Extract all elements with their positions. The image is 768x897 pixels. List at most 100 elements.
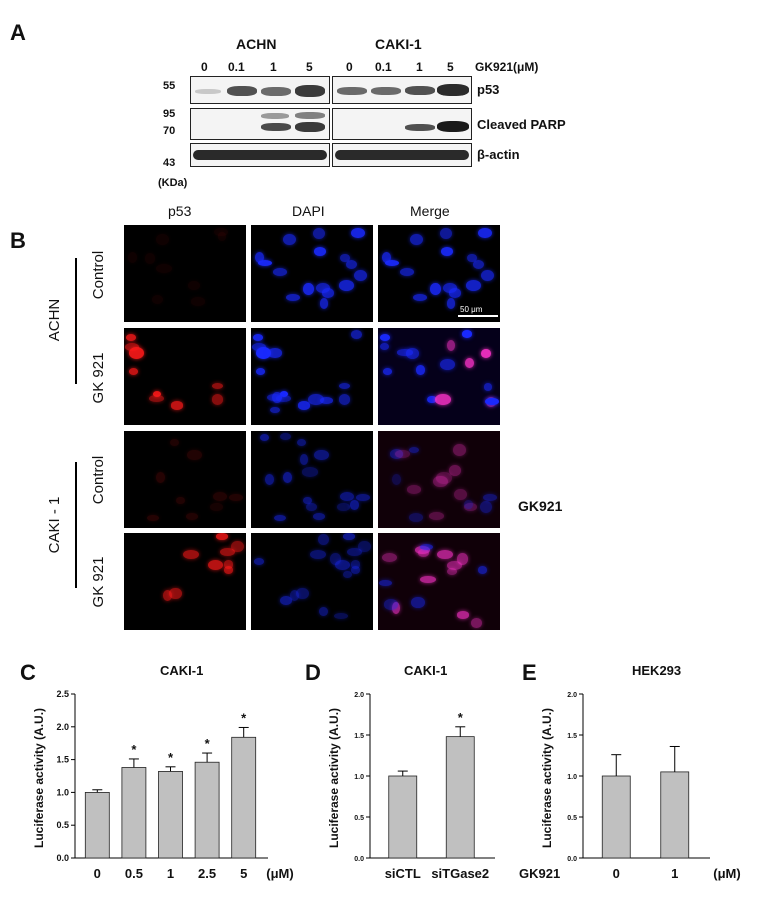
nucleus <box>392 602 401 615</box>
nucleus <box>319 298 329 310</box>
nucleus <box>453 444 466 456</box>
nucleus <box>148 395 165 403</box>
y-tick-label: 0.0 <box>567 856 577 863</box>
tile-caki-control-merge <box>378 431 500 528</box>
nucleus <box>417 549 430 558</box>
nucleus <box>446 567 458 575</box>
y-tick-label: 0.5 <box>56 820 69 830</box>
treatment-label: GK921(μM) <box>475 60 539 74</box>
nucleus <box>156 263 172 274</box>
panel-c-letter: C <box>20 660 36 685</box>
dose-caki-0: 0 <box>346 60 353 74</box>
nucleus <box>439 359 455 370</box>
nucleus <box>346 260 358 270</box>
nucleus <box>170 401 184 410</box>
nucleus <box>273 268 288 276</box>
bar <box>445 736 475 859</box>
nucleus <box>168 587 182 600</box>
nucleus <box>146 514 160 522</box>
nucleus <box>456 553 469 565</box>
nucleus <box>156 233 170 246</box>
band <box>405 86 435 95</box>
nucleus <box>321 288 334 298</box>
nucleus <box>395 449 410 459</box>
nucleus <box>214 228 229 237</box>
y-axis-label: Luciferase activity (A.U.) <box>540 708 554 848</box>
nucleus <box>145 253 155 264</box>
dose-achn-01: 0.1 <box>228 60 245 74</box>
nucleus <box>128 252 138 263</box>
nucleus <box>305 502 317 512</box>
nucleus <box>297 438 307 446</box>
nucleus <box>317 533 329 546</box>
nucleus <box>464 502 477 511</box>
nucleus <box>379 333 390 341</box>
y-tick-label: 1.5 <box>567 733 577 740</box>
x-tick-label: 5 <box>240 866 247 881</box>
tile-caki-control-p53 <box>124 431 246 528</box>
band <box>227 86 257 96</box>
nucleus <box>335 559 350 570</box>
x-tick-label: 1 <box>167 866 174 881</box>
tile-achn-gk921-p53 <box>124 328 246 425</box>
panel-d-letter: D <box>305 660 321 685</box>
cell-line-caki1: CAKI-1 <box>375 36 422 52</box>
band <box>295 85 325 97</box>
blot-actin-caki <box>332 143 472 167</box>
band <box>195 89 221 94</box>
nucleus <box>471 618 483 628</box>
nucleus <box>383 368 392 375</box>
tile-caki-gk921-p53 <box>124 533 246 630</box>
chart-c: 0.0 0.5 1.0 1.5 2.0 2.5 Luciferase activity (A… <box>32 689 294 881</box>
nucleus <box>389 449 404 459</box>
chart-c-title: CAKI-1 <box>160 663 204 678</box>
y-tick-label: 0.5 <box>354 815 364 822</box>
nucleus <box>231 540 244 552</box>
nucleus <box>464 357 474 368</box>
band <box>261 113 289 119</box>
panel-e-letter: E <box>522 660 537 685</box>
nucleus <box>400 268 415 276</box>
cell-line-achn: ACHN <box>236 36 277 52</box>
dose-caki-5: 5 <box>447 60 454 74</box>
y-tick-label: 1.0 <box>354 774 364 781</box>
nucleus <box>187 449 202 461</box>
y-tick-label: 0.5 <box>567 815 577 822</box>
nucleus <box>264 474 275 486</box>
band <box>437 84 469 96</box>
nucleus <box>482 493 497 501</box>
bar <box>388 775 418 859</box>
nucleus <box>151 294 164 305</box>
nucleus <box>427 395 437 404</box>
nucleus <box>125 333 136 341</box>
nucleus <box>215 533 228 540</box>
nucleus <box>275 395 292 403</box>
nucleus <box>480 349 491 358</box>
nucleus <box>456 611 470 619</box>
nucleus <box>303 283 314 296</box>
tile-achn-control-p53 <box>124 225 246 322</box>
dose-caki-01: 0.1 <box>375 60 392 74</box>
blot-p53-caki <box>332 76 472 104</box>
nucleus <box>463 499 473 510</box>
tile-achn-control-dapi <box>251 225 373 322</box>
nucleus <box>186 512 198 520</box>
nucleus <box>342 533 355 540</box>
band-label-parp: Cleaved PARP <box>477 117 566 132</box>
nucleus <box>253 558 265 566</box>
column-label-dapi: DAPI <box>292 203 325 219</box>
nucleus <box>440 228 453 240</box>
nucleus <box>435 394 451 405</box>
nucleus <box>255 346 271 359</box>
y-tick-label: 1.0 <box>567 774 577 781</box>
band <box>337 87 367 95</box>
side-label-gk921: GK921 <box>518 498 563 514</box>
nucleus <box>449 465 462 476</box>
band <box>335 150 469 160</box>
nucleus <box>351 228 365 239</box>
band <box>437 121 469 132</box>
nucleus <box>337 502 350 511</box>
nucleus <box>256 368 265 375</box>
nucleus <box>314 449 329 461</box>
nucleus <box>295 587 309 600</box>
